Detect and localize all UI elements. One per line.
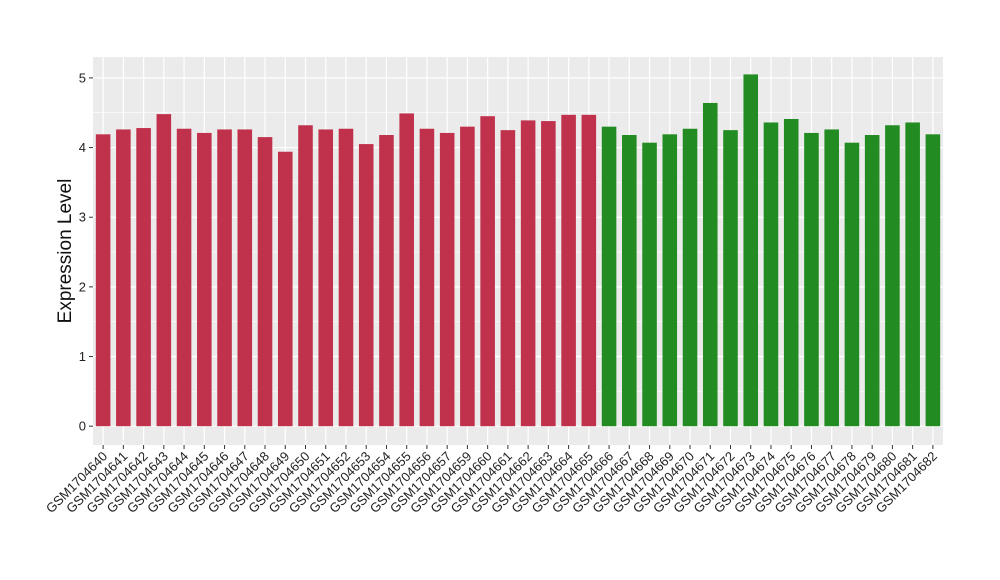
bar-GSM1704670 xyxy=(682,128,698,427)
y-tick-label: 4 xyxy=(79,140,86,155)
bar-GSM1704643 xyxy=(156,114,172,427)
bar-GSM1704644 xyxy=(176,128,192,427)
bar-GSM1704675 xyxy=(783,118,799,427)
bar-GSM1704672 xyxy=(723,130,738,427)
bar-GSM1704652 xyxy=(338,128,354,427)
bar-GSM1704664 xyxy=(561,114,576,427)
bar-GSM1704669 xyxy=(662,134,678,427)
bar-GSM1704677 xyxy=(824,129,839,427)
y-tick-label: 3 xyxy=(79,210,86,225)
bar-GSM1704676 xyxy=(804,132,819,427)
bar-GSM1704645 xyxy=(197,132,212,427)
bar-GSM1704673 xyxy=(743,74,759,427)
bar-GSM1704668 xyxy=(642,142,657,427)
bar-GSM1704679 xyxy=(864,135,880,427)
bar-GSM1704653 xyxy=(358,144,374,427)
bar-GSM1704642 xyxy=(136,128,151,427)
bar-GSM1704682 xyxy=(925,134,941,427)
bar-GSM1704662 xyxy=(520,120,536,427)
bar-GSM1704651 xyxy=(318,129,334,427)
bars xyxy=(95,74,941,427)
y-tick-label: 5 xyxy=(79,70,86,85)
bar-GSM1704657 xyxy=(439,132,455,427)
bar-GSM1704654 xyxy=(379,135,394,427)
bar-GSM1704659 xyxy=(460,126,475,427)
bar-GSM1704666 xyxy=(601,126,617,427)
bar-GSM1704671 xyxy=(702,102,718,427)
y-tick-label: 1 xyxy=(79,349,86,364)
bar-GSM1704649 xyxy=(277,151,293,427)
bar-GSM1704674 xyxy=(763,122,779,427)
bar-GSM1704680 xyxy=(885,125,900,427)
x-axis: GSM1704640GSM1704641GSM1704642GSM1704643… xyxy=(43,445,940,516)
y-axis-title: Expression Level xyxy=(55,179,76,324)
bar-GSM1704667 xyxy=(622,135,637,427)
bar-GSM1704678 xyxy=(844,142,860,427)
bar-GSM1704660 xyxy=(480,116,495,427)
bar-GSM1704646 xyxy=(217,129,232,427)
bar-GSM1704641 xyxy=(116,129,131,427)
y-tick-label: 2 xyxy=(79,279,86,294)
bar-GSM1704650 xyxy=(298,125,313,427)
bar-GSM1704655 xyxy=(399,113,414,427)
plot-panel xyxy=(93,57,943,445)
y-tick-label: 0 xyxy=(79,419,86,434)
bar-GSM1704663 xyxy=(541,121,556,427)
bar-GSM1704647 xyxy=(237,129,253,427)
bar-GSM1704640 xyxy=(95,134,111,427)
bar-GSM1704661 xyxy=(500,130,516,427)
bar-GSM1704665 xyxy=(581,114,597,427)
bar-GSM1704656 xyxy=(419,128,435,427)
bar-GSM1704648 xyxy=(257,137,273,427)
bar-GSM1704681 xyxy=(905,122,920,427)
y-axis: 0 1 2 3 4 5 xyxy=(79,70,93,434)
